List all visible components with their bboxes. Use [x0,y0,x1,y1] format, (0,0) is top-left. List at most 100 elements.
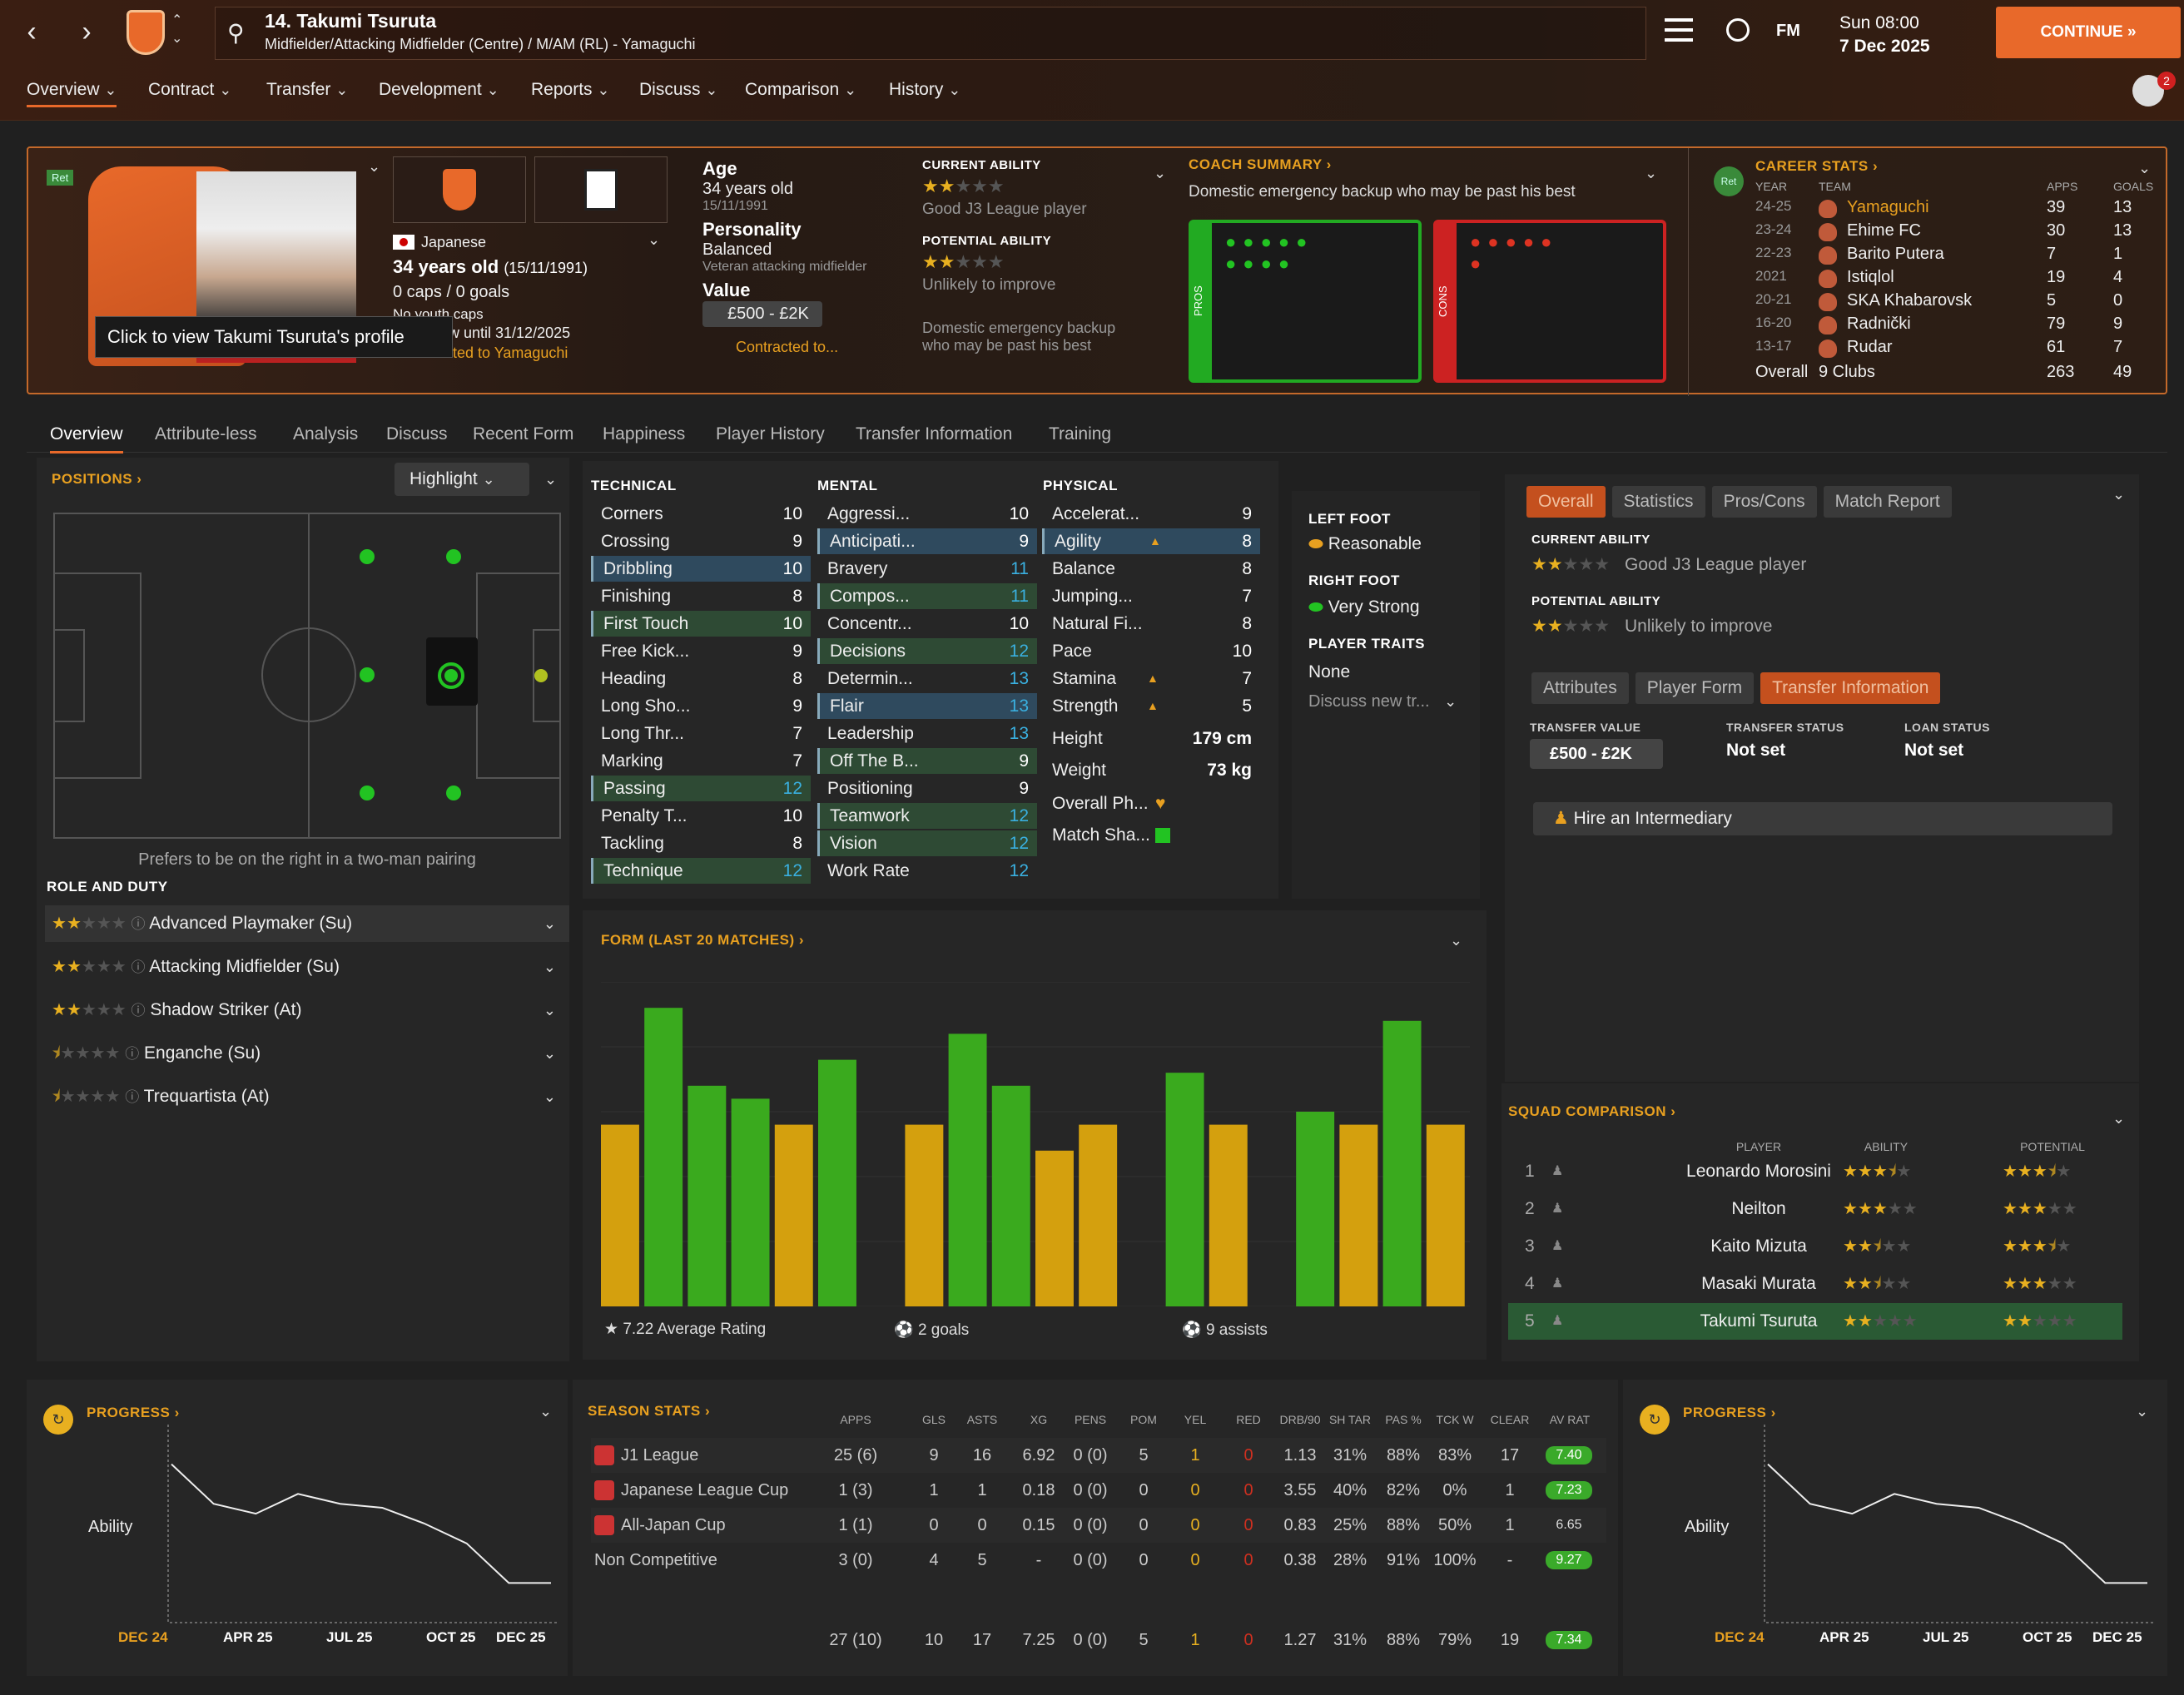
attribute-row[interactable]: Anticipati... 9 [817,528,1037,554]
menu-reports[interactable]: Reports ⌄ [531,80,610,99]
tab-attributes[interactable]: Attributes [1531,672,1629,704]
date-time[interactable]: Sun 08:00 7 Dec 2025 [1839,12,1930,58]
menu-discuss[interactable]: Discuss ⌄ [639,80,718,99]
attribute-row[interactable]: Corners 10 [591,501,811,527]
attribute-row[interactable]: Work Rate 12 [817,858,1037,884]
position-dot[interactable] [360,549,375,564]
fm-logo[interactable]: FM [1776,22,1800,40]
squad-comparison-title[interactable]: SQUAD COMPARISON › [1508,1103,1676,1119]
progress-title[interactable]: PROGRESS › [87,1405,180,1420]
squad-row[interactable]: 4 ♟ Masaki Murata ★★⯨★★ ★★★★★ [1508,1266,2122,1302]
squad-row[interactable]: 1 ♟ Leonardo Morosini ★★★⯨★ ★★★⯨★ [1508,1153,2122,1190]
career-team[interactable]: Istiqlol [1847,268,1894,286]
form-bar[interactable] [1426,1124,1465,1306]
loan-line[interactable]: ted to Yamaguchi [453,344,568,361]
form-bar[interactable] [991,1085,1030,1306]
discuss-traits-dropdown[interactable]: Discuss new tr... ⌄ [1308,692,1457,711]
attribute-row[interactable]: Natural Fi... 8 [1042,611,1260,637]
coach-summary-title[interactable]: COACH SUMMARY › [1189,156,1332,172]
form-bar[interactable] [1209,1124,1248,1306]
chevron-down-icon[interactable]: ⌄ [543,1045,556,1062]
back-arrow-icon[interactable]: ‹ [27,16,37,47]
position-dot[interactable] [446,786,461,800]
squad-row[interactable]: 5 ♟ Takumi Tsuruta ★★★★★ ★★★★★ [1508,1303,2122,1340]
chevron-down-icon[interactable]: ⌄ [1154,165,1167,181]
form-title[interactable]: FORM (LAST 20 MATCHES) › [601,932,805,948]
contracted-link[interactable]: Contracted to... [736,339,839,355]
chevron-down-icon[interactable]: ⌄ [543,1088,556,1105]
role-row[interactable]: ★★★★★ ⓘ Advanced Playmaker (Su) ⌄ [45,905,569,942]
club-badge-icon[interactable] [127,10,165,55]
season-stats-title[interactable]: SEASON STATS › [588,1403,711,1419]
attribute-row[interactable]: Tackling 8 [591,830,811,856]
form-bar[interactable] [1165,1073,1204,1306]
form-bar[interactable] [731,1098,770,1306]
subtab-transfer-information[interactable]: Transfer Information [856,424,1013,444]
attribute-row[interactable]: Long Sho... 9 [591,693,811,719]
subtab-happiness[interactable]: Happiness [603,424,686,444]
menu-history[interactable]: History ⌄ [889,80,961,99]
attribute-row[interactable]: Heading 8 [591,666,811,691]
tab-overall[interactable]: Overall [1526,486,1606,518]
menu-transfer[interactable]: Transfer ⌄ [266,80,349,99]
form-bar[interactable] [774,1124,813,1306]
attribute-row[interactable]: Stamina ▲ 7 [1042,666,1260,691]
career-team[interactable]: Ehime FC [1847,221,1921,240]
squad-row[interactable]: 3 ♟ Kaito Mizuta ★★⯨★★ ★★★⯨★ [1508,1228,2122,1265]
form-bar[interactable] [1035,1150,1074,1306]
tab-player-form[interactable]: Player Form [1635,672,1755,704]
forward-arrow-icon[interactable]: › [82,16,92,47]
hire-intermediary-button[interactable]: ♟ Hire an Intermediary [1533,802,2112,835]
subtab-overview[interactable]: Overview [50,424,123,453]
chevron-down-icon[interactable]: ⌄ [539,1403,553,1420]
position-dot[interactable] [446,549,461,564]
attribute-row[interactable]: Agility ▲ 8 [1042,528,1260,554]
attribute-row[interactable]: Balance 8 [1042,556,1260,582]
position-dot[interactable] [360,667,375,682]
form-bar[interactable] [818,1059,856,1306]
cons-box[interactable]: CONS ●●●●● ● [1433,220,1666,383]
season-row[interactable]: Non Competitive 3 (0) 4 5 - 0 (0) 0 0 0 0.38 28% 91… [591,1543,1606,1578]
attribute-row[interactable]: Finishing 8 [591,583,811,609]
menu-development[interactable]: Development ⌄ [379,80,499,99]
transfer-value-pill[interactable]: £500 - £2K [1530,739,1663,769]
career-team[interactable]: Barito Putera [1847,245,1944,263]
attribute-row[interactable]: Compos... 11 [817,583,1037,609]
position-dot[interactable] [534,669,548,682]
tab-transfer-information[interactable]: Transfer Information [1760,672,1941,704]
attribute-row[interactable]: Concentr... 10 [817,611,1037,637]
chevron-down-icon[interactable]: ⌄ [648,231,661,248]
chevron-down-icon[interactable]: ⌄ [543,915,556,932]
menu-icon[interactable] [1665,18,1693,42]
menu-overview[interactable]: Overview ⌄ [27,80,117,107]
attribute-row[interactable]: Long Thr... 7 [591,721,811,746]
tab-pros-cons[interactable]: Pros/Cons [1711,486,1817,518]
progress-title[interactable]: PROGRESS › [1683,1405,1776,1420]
season-row[interactable]: All-Japan Cup 1 (1) 0 0 0.15 0 (0) 0 0 0 0.83 25% 8… [591,1508,1606,1543]
chevron-down-icon[interactable]: ⌄ [2112,486,2126,503]
attribute-row[interactable]: Leadership 13 [817,721,1037,746]
coach-summary[interactable]: COACH SUMMARY › Domestic emergency backu… [1189,156,1576,201]
form-bar[interactable] [1382,1020,1422,1306]
attribute-row[interactable]: Bravery 11 [817,556,1037,582]
chevron-down-icon[interactable]: ⌄ [368,158,381,175]
chevron-down-icon[interactable]: ⌄ [543,959,556,975]
chevron-down-icon[interactable]: ⌄ [543,1002,556,1018]
form-bar[interactable] [905,1124,944,1306]
position-dot[interactable] [360,786,375,800]
attribute-row[interactable]: Pace 10 [1042,638,1260,664]
attribute-row[interactable]: Free Kick... 9 [591,638,811,664]
subtab-player-history[interactable]: Player History [716,424,825,444]
season-row[interactable]: Japanese League Cup 1 (3) 1 1 0.18 0 (0) 0 0 0 3.… [591,1473,1606,1508]
subtab-analysis[interactable]: Analysis [293,424,359,444]
form-bar[interactable] [1339,1124,1378,1306]
season-row[interactable]: 27 (10) 10 17 7.25 0 (0) 5 1 0 1.27 31% 88% 79% 19 7.… [591,1623,1606,1658]
tab-match-report[interactable]: Match Report [1823,486,1952,518]
role-row[interactable]: ⯨★★★★ ⓘ Enganche (Su) ⌄ [45,1035,569,1072]
national-team-logo-box[interactable] [534,156,668,223]
natural-position-dot[interactable] [438,662,464,689]
subtab-attribute-less[interactable]: Attribute-less [155,424,257,444]
form-bar[interactable] [644,1008,683,1306]
career-title[interactable]: CAREER STATS › [1755,158,1879,174]
search-box[interactable]: ⚲ [215,7,1646,60]
